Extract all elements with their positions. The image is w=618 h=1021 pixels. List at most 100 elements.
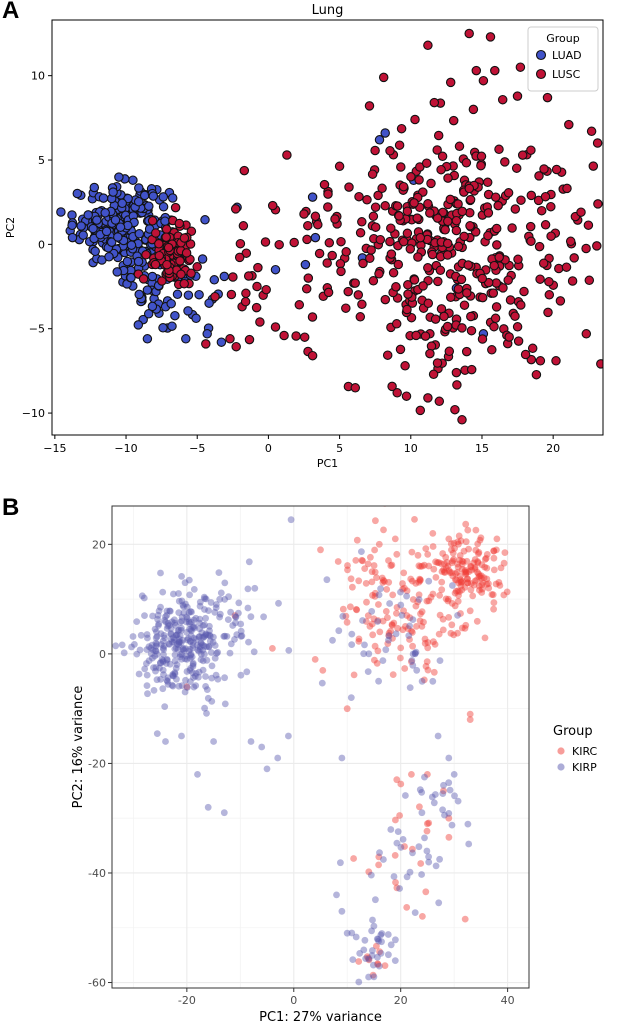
point-lusc: [423, 298, 434, 309]
point-kirp: [225, 593, 233, 601]
point-kirp: [183, 615, 191, 622]
point-kirp: [339, 612, 347, 620]
point-kirc: [476, 586, 483, 594]
point-kirc: [471, 564, 479, 571]
point-kirc: [466, 716, 474, 723]
point-kirc: [393, 604, 401, 611]
point-lusc: [225, 334, 235, 344]
point-kirc: [458, 560, 466, 568]
point-lusc: [504, 332, 514, 342]
point-lusc: [442, 321, 453, 332]
point-kirp: [397, 844, 405, 851]
point-kirp: [196, 615, 204, 623]
point-kirc: [445, 535, 453, 543]
point-kirc: [448, 600, 456, 607]
point-lusc: [374, 269, 384, 279]
point-kirc: [456, 552, 464, 559]
point-lusc: [253, 262, 263, 273]
point-luad: [167, 321, 177, 331]
point-kirc: [362, 618, 370, 625]
point-luad: [67, 220, 77, 231]
point-kirp: [145, 643, 153, 650]
point-kirp: [170, 590, 177, 598]
point-kirc: [464, 575, 471, 583]
point-kirc: [355, 577, 363, 585]
point-kirc: [447, 629, 455, 637]
point-kirc: [434, 559, 441, 566]
point-kirp: [149, 612, 157, 620]
point-kirc: [458, 579, 465, 586]
point-kirc: [476, 572, 484, 580]
point-lusc: [596, 359, 603, 369]
point-kirc: [415, 591, 423, 599]
point-kirc: [363, 598, 370, 606]
point-kirp: [415, 596, 423, 603]
point-kirc: [444, 597, 452, 605]
point-lusc: [551, 164, 562, 175]
point-lusc: [526, 145, 536, 155]
point-luad: [83, 210, 93, 220]
point-kirp: [237, 620, 245, 628]
point-kirp: [187, 638, 194, 646]
point-kirc: [417, 563, 424, 570]
point-kirc: [392, 816, 399, 824]
point-kirc: [355, 638, 363, 645]
point-kirp: [216, 595, 224, 603]
point-kirp: [172, 632, 180, 639]
point-lusc: [409, 275, 420, 285]
point-lusc: [510, 311, 520, 321]
y-tick-label: 0: [99, 648, 106, 661]
point-kirp: [450, 771, 458, 778]
point-lusc: [436, 164, 446, 175]
point-kirp: [189, 662, 197, 670]
point-kirc: [412, 602, 420, 610]
point-lusc: [270, 322, 281, 332]
point-kirc: [464, 579, 472, 587]
point-kirc: [417, 860, 425, 867]
point-kirc: [438, 586, 446, 594]
point-kirp: [387, 941, 395, 949]
point-kirc: [445, 595, 452, 603]
point-luad: [170, 310, 180, 321]
point-luad: [204, 298, 214, 308]
point-lusc: [453, 241, 464, 252]
point-luad: [183, 306, 193, 316]
point-lusc: [465, 221, 475, 231]
point-kirp: [152, 639, 160, 647]
point-kirc: [473, 617, 481, 625]
point-kirc: [385, 557, 392, 564]
point-kirc: [454, 538, 462, 546]
point-lusc: [394, 140, 405, 150]
point-kirp: [376, 849, 383, 857]
point-kirp: [192, 682, 200, 689]
point-luad: [88, 223, 98, 234]
point-kirc: [373, 574, 380, 581]
point-kirc: [451, 589, 459, 597]
point-kirp: [175, 609, 183, 616]
point-kirc: [367, 553, 374, 561]
point-kirc: [415, 578, 423, 586]
point-lusc: [465, 194, 476, 205]
point-lusc: [576, 207, 586, 217]
point-lusc: [327, 250, 337, 261]
point-kirp: [224, 616, 232, 623]
point-lusc: [432, 145, 442, 155]
point-lusc: [451, 215, 462, 226]
point-kirc: [373, 942, 380, 950]
point-kirp: [396, 885, 403, 892]
point-kirp: [170, 634, 177, 642]
point-kirc: [355, 635, 363, 643]
point-kirc: [447, 569, 455, 577]
point-kirc: [467, 563, 475, 571]
point-kirp: [439, 790, 447, 797]
lung-pca-scatter: Lung −15 −10 −5 0 5 10 15 20 −10 −5 0 5 10 PC1 PC2 Group…: [4, 3, 604, 470]
point-kirp: [190, 616, 198, 624]
point-lusc: [491, 223, 502, 234]
point-kirp: [370, 973, 378, 981]
point-kirp: [183, 629, 191, 636]
point-kirc: [397, 780, 405, 788]
point-kirc: [481, 555, 489, 563]
point-kirp: [162, 660, 170, 667]
point-kirp: [188, 608, 195, 616]
point-lusc: [482, 177, 493, 188]
